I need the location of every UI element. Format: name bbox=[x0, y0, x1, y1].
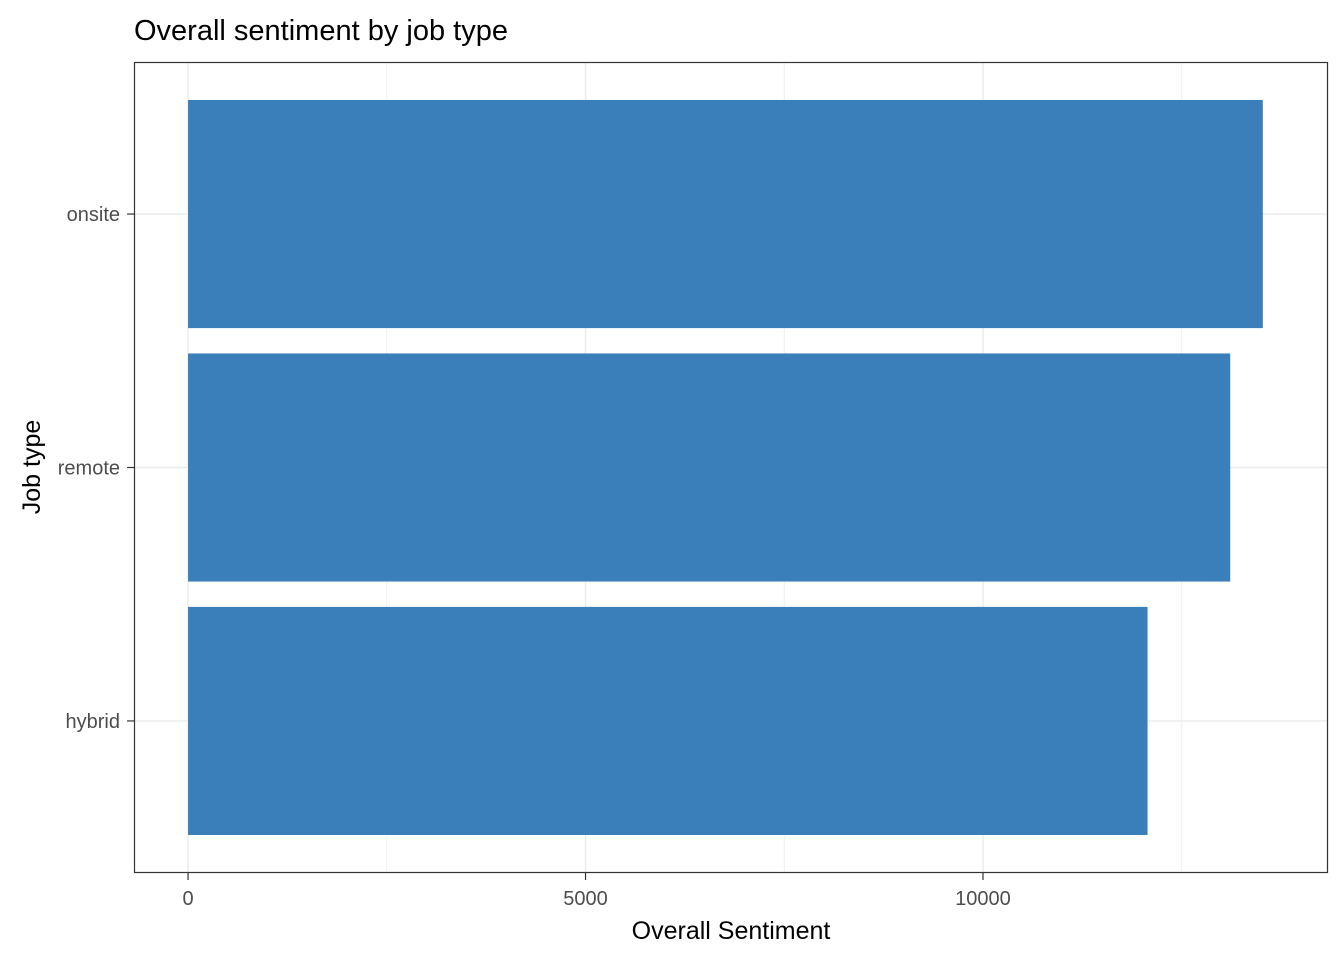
y-tick-label: hybrid bbox=[66, 711, 120, 733]
bar-onsite bbox=[188, 100, 1263, 329]
y-tick-label: onsite bbox=[67, 204, 120, 226]
x-tick-label: 0 bbox=[182, 888, 193, 910]
y-tick-label: remote bbox=[58, 458, 120, 480]
bars bbox=[188, 100, 1263, 835]
x-axis-title: Overall Sentiment bbox=[632, 917, 831, 945]
x-tick-label: 10000 bbox=[955, 888, 1011, 910]
bar-remote bbox=[188, 353, 1231, 582]
y-axis: hybrid remote onsite bbox=[58, 204, 134, 733]
panel-border bbox=[133, 61, 1329, 874]
y-axis-title: Job type bbox=[18, 420, 46, 515]
chart-title: Overall sentiment by job type bbox=[134, 15, 508, 47]
x-tick-label: 5000 bbox=[563, 888, 608, 910]
x-axis: 0 5000 10000 bbox=[182, 873, 1011, 910]
bar-hybrid bbox=[188, 606, 1148, 835]
